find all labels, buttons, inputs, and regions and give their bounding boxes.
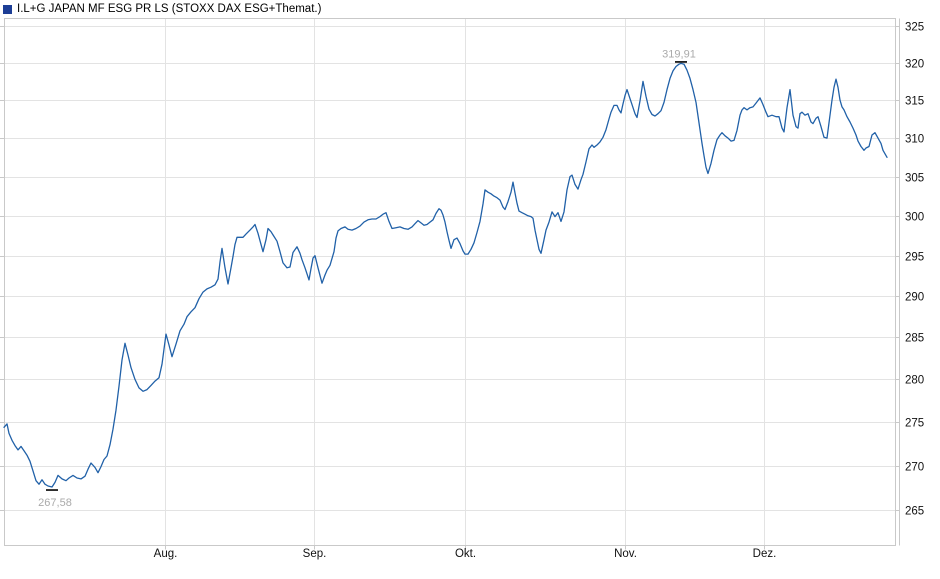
chart-title: I.L+G JAPAN MF ESG PR LS (STOXX DAX ESG+… bbox=[17, 3, 322, 15]
x-tick-label: Aug. bbox=[154, 548, 178, 560]
low-value-label: 267,58 bbox=[38, 497, 72, 509]
x-tick-label: Okt. bbox=[455, 548, 476, 560]
x-tick-label: Sep. bbox=[303, 548, 327, 560]
y-tick-label: 280 bbox=[905, 375, 924, 387]
y-tick-label: 290 bbox=[905, 292, 924, 304]
y-tick-label: 325 bbox=[905, 22, 924, 34]
y-tick-label: 265 bbox=[905, 506, 924, 518]
y-tick-label: 315 bbox=[905, 96, 924, 108]
x-tick-label: Dez. bbox=[753, 548, 777, 560]
y-tick-label: 275 bbox=[905, 418, 924, 430]
chart-legend: I.L+G JAPAN MF ESG PR LS (STOXX DAX ESG+… bbox=[3, 3, 321, 15]
high-value-label: 319,91 bbox=[662, 48, 696, 60]
y-tick-label: 305 bbox=[905, 173, 924, 185]
y-tick-label: 300 bbox=[905, 212, 924, 224]
plot-border bbox=[4, 18, 896, 546]
y-tick-label: 295 bbox=[905, 252, 924, 264]
y-tick-label: 285 bbox=[905, 333, 924, 345]
y-tick-label: 310 bbox=[905, 134, 924, 146]
legend-swatch-icon bbox=[3, 4, 12, 14]
x-tick-label: Nov. bbox=[614, 548, 637, 560]
y-tick-label: 270 bbox=[905, 462, 924, 474]
y-tick-label: 320 bbox=[905, 59, 924, 71]
price-line bbox=[3, 62, 888, 488]
